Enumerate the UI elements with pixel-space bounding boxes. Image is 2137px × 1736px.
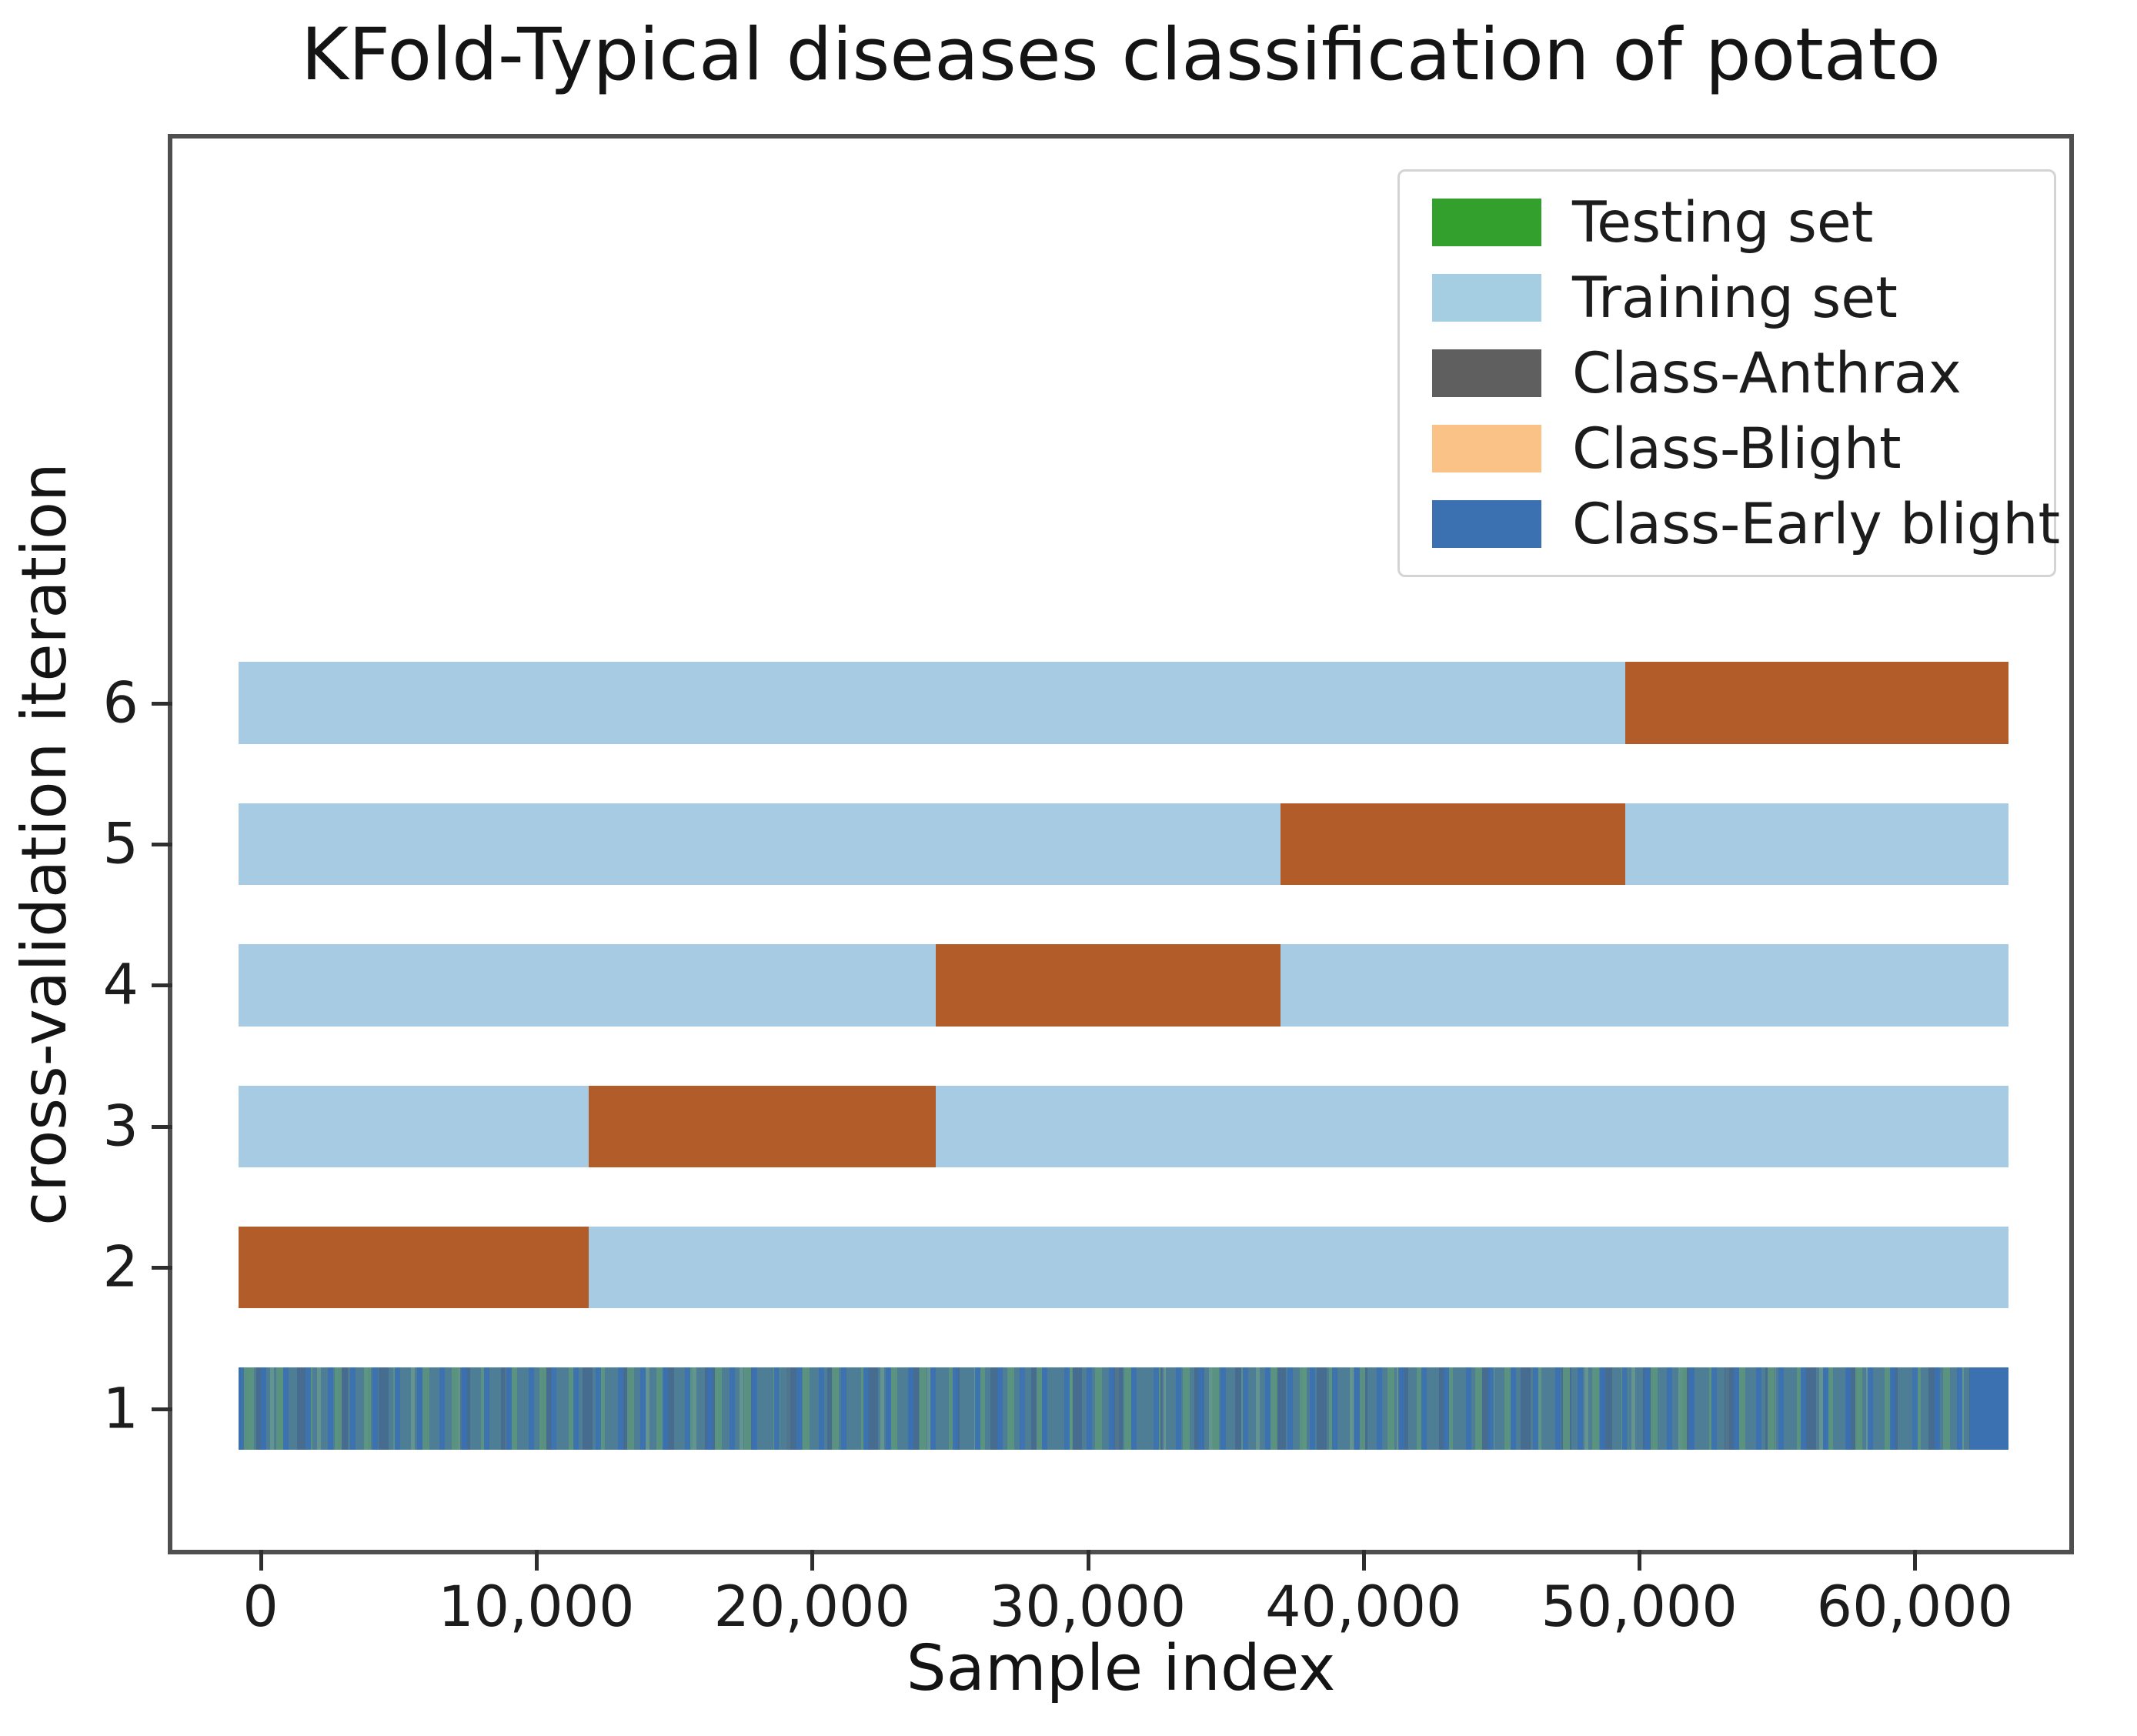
x-tick-label: 30,000 [989,1574,1187,1640]
segment-training-iter-4 [238,944,937,1027]
segment-training-iter-3 [238,1085,589,1167]
segment-testing-iter-3 [589,1085,937,1167]
legend-swatch [1432,274,1541,322]
y-tick-label: 3 [102,1093,139,1160]
y-tick-label: 1 [102,1376,139,1442]
x-axis-ticks: 0 10,000 20,000 30,000 40,000 50,000 60,000 [172,139,2069,1635]
segment-class-early-blight-iter-1 [1970,1367,2009,1450]
y-tick-mark [152,983,172,988]
bars-layer [172,139,2069,1550]
x-axis-label: Sample index [906,1632,1336,1705]
y-tick-label: 6 [102,670,139,736]
x-tick-label: 40,000 [1265,1574,1462,1640]
legend-entry: Class-Blight [1432,411,2054,486]
x-tick-label: 0 [242,1574,279,1640]
x-tick-label: 50,000 [1541,1574,1738,1640]
y-tick-mark [152,1407,172,1411]
legend-swatch [1432,199,1541,246]
legend-label: Training set [1572,265,1898,331]
plot-area: 0 10,000 20,000 30,000 40,000 50,000 60,000 6 5… [103,134,2074,1635]
legend-swatch [1432,349,1541,397]
x-tick-mark [810,1550,815,1571]
x-tick-mark [1913,1550,1918,1571]
y-tick-label: 5 [102,811,139,877]
segment-training-iter-3 [936,1085,2009,1167]
legend-label: Class-Blight [1572,416,1902,482]
x-tick-mark [1638,1550,1642,1571]
segment-training-iter-4 [1281,944,2009,1027]
x-tick-mark [1086,1550,1090,1571]
segment-training-iter-5 [238,803,1281,886]
legend-entry: Training set [1432,260,2054,336]
x-tick-mark [1361,1550,1366,1571]
y-tick-mark [152,701,172,706]
x-tick-label: 60,000 [1816,1574,2014,1640]
y-axis-ticks: 6 5 4 3 2 1 [103,139,2069,1550]
chart-title: KFold-Typical diseases classification of… [301,13,1941,97]
y-tick-mark [152,1266,172,1270]
segment-class-mix-iter-1 [238,1367,1970,1450]
segment-training-iter-2 [589,1227,2009,1309]
legend-label: Class-Anthrax [1572,340,1962,406]
segment-testing-iter-4 [936,944,1281,1027]
y-tick-mark [152,843,172,846]
segment-testing-iter-5 [1281,803,1626,886]
legend-label: Class-Early blight [1572,491,2061,557]
legend-swatch [1432,425,1541,472]
segment-training-iter-6 [238,662,1626,744]
y-tick-label: 4 [102,952,139,1018]
y-axis-label: cross-validation iteration [8,462,80,1226]
legend-label: Testing set [1572,189,1874,255]
y-tick-mark [152,1124,172,1129]
segment-training-iter-5 [1625,803,2009,886]
segment-testing-iter-6 [1625,662,2009,744]
legend: Testing set Training set Class-Anthrax Clas… [1397,169,2060,577]
x-tick-mark [259,1550,263,1571]
y-tick-label: 2 [102,1234,139,1300]
legend-entry: Class-Anthrax [1432,336,2054,411]
x-tick-mark [534,1550,539,1571]
segment-testing-iter-2 [238,1227,589,1309]
x-tick-label: 10,000 [438,1574,635,1640]
x-tick-label: 20,000 [713,1574,910,1640]
legend-swatch [1432,500,1541,548]
legend-entry: Class-Early blight [1432,486,2060,562]
legend-entry: Testing set [1432,185,2054,260]
